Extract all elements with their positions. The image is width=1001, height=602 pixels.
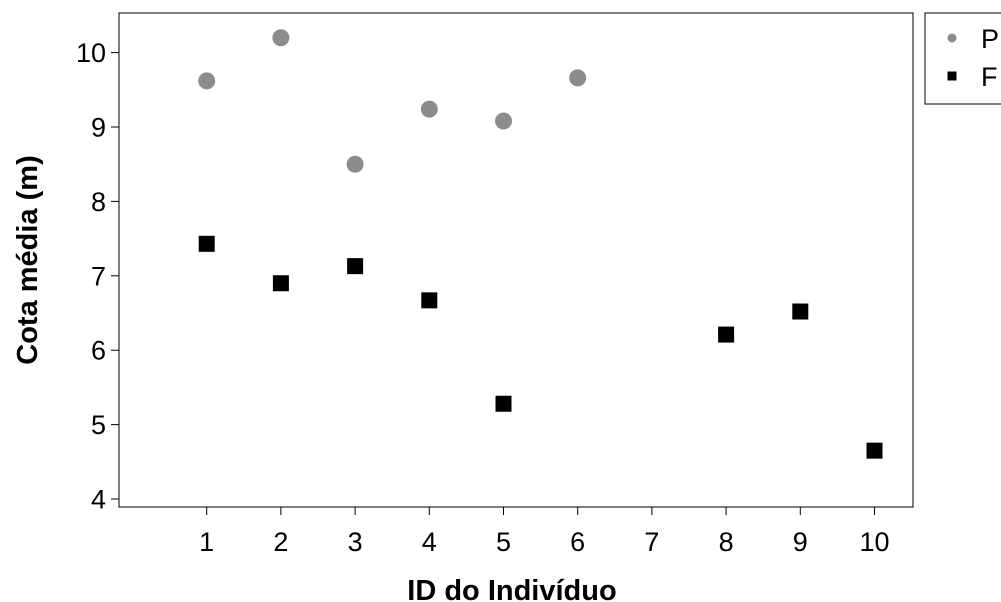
x-tick-label: 8 [719,527,734,557]
point-P-3 [346,155,364,173]
point-P-4 [420,100,438,118]
point-P-2 [272,29,290,47]
point-F-4 [421,292,438,309]
x-tick-label: 5 [496,527,511,557]
legend-label-P: P [981,24,999,54]
x-tick-label: 9 [793,527,808,557]
x-tick-label: 3 [348,527,363,557]
point-F-10 [866,442,883,459]
series-F [198,235,883,459]
y-tick-label: 9 [91,113,106,143]
y-tick-label: 5 [91,410,106,440]
point-F-1 [198,235,215,252]
legend-marker-P [947,33,957,43]
point-P-6 [569,69,587,87]
y-tick-label: 7 [91,261,106,291]
y-tick-label: 8 [91,187,106,217]
legend-box [924,12,1001,105]
legend-marker-F [947,71,957,81]
legend: PF [924,12,1001,105]
y-tick-label: 6 [91,336,106,366]
plot-area [118,12,914,508]
x-tick-label: 6 [570,527,585,557]
y-tick-label: 4 [91,485,106,515]
legend-label-F: F [981,62,998,92]
point-P-5 [495,112,512,130]
point-F-5 [495,395,512,412]
data-series [198,29,883,459]
x-tick-label: 1 [199,527,214,557]
y-axis: 4 5 6 7 8 9 10 [76,38,119,515]
x-tick-label: 7 [644,527,659,557]
point-F-2 [272,275,289,292]
point-F-9 [792,303,809,320]
point-F-3 [347,258,364,275]
x-tick-label: 4 [422,527,437,557]
x-tick-label: 2 [273,527,288,557]
point-F-8 [718,326,735,343]
x-tick-label: 10 [859,527,889,557]
x-axis-title: ID do Indivíduo [407,575,616,602]
point-P-1 [198,72,216,90]
x-axis: 1 2 3 4 5 6 7 8 9 10 [199,507,890,557]
y-axis-title: Cota média (m) [12,155,44,364]
y-tick-label: 10 [76,38,106,68]
series-P [198,29,587,173]
